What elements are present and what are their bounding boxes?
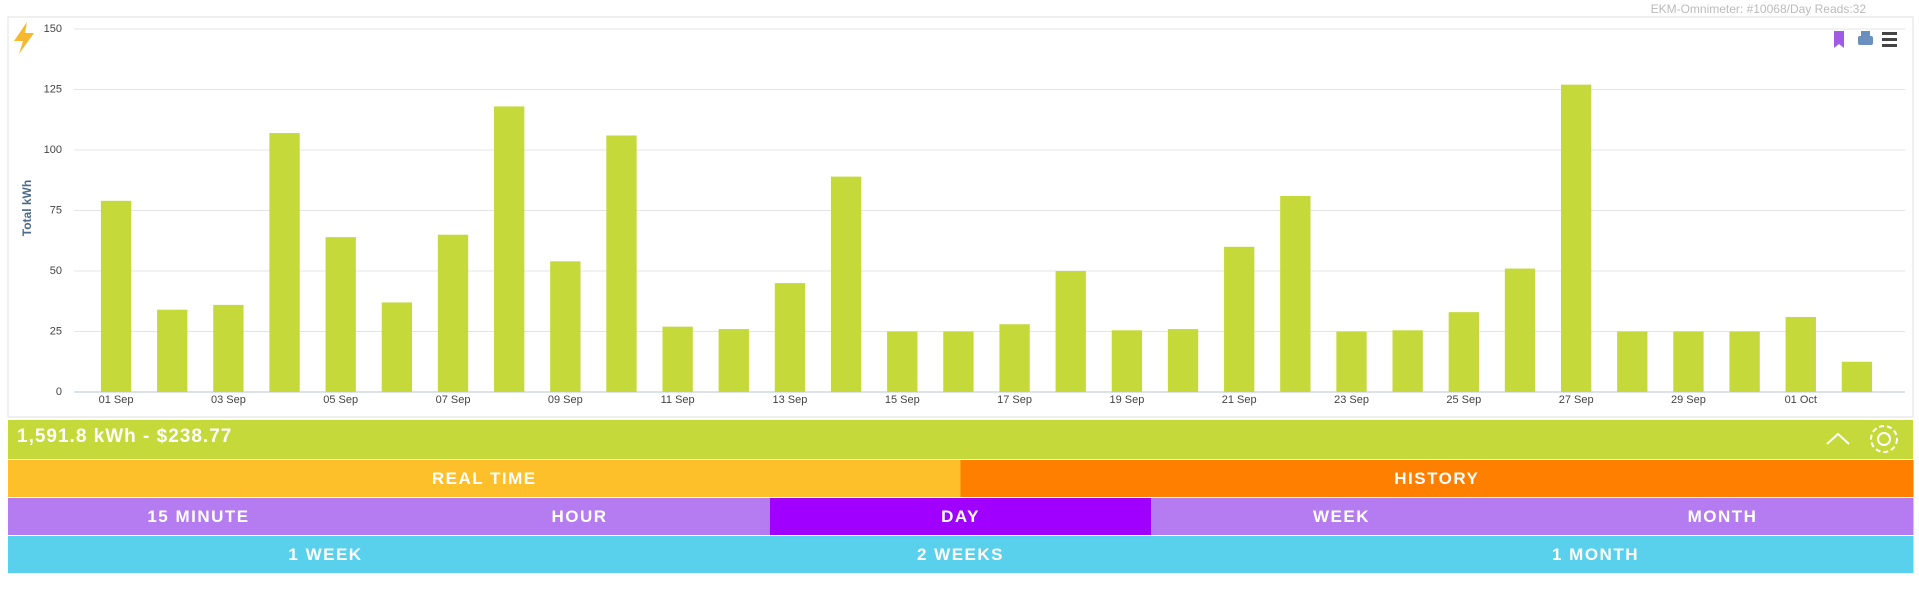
x-tick-label: 07 Sep [436,394,471,406]
x-tick-label: 13 Sep [773,394,808,406]
bar [437,234,469,392]
x-tick-label: 29 Sep [1671,394,1706,406]
tab-button[interactable] [960,460,1914,497]
tab-label[interactable]: REAL TIME [432,469,537,488]
tab-button[interactable] [1278,536,1914,573]
x-tick-label: 05 Sep [323,394,358,406]
x-tick-label: 19 Sep [1109,394,1144,406]
tab-button[interactable] [8,460,961,497]
bar [1841,361,1873,392]
bar [1224,246,1255,392]
tab-button[interactable] [770,498,1152,535]
meter-info: EKM-Omnimeter: #10068/Day Reads:32 [1651,2,1867,16]
summary-bar [8,420,1913,459]
tab-button[interactable] [643,536,1279,573]
bar [1617,331,1648,392]
y-tick-label: 0 [56,386,62,398]
x-tick-label: 09 Sep [548,394,583,406]
x-tick-label: 23 Sep [1334,394,1369,406]
bar [325,237,356,392]
y-tick-label: 25 [50,325,62,337]
bar [381,302,413,392]
bar [213,304,244,392]
tab-label[interactable]: WEEK [1313,507,1370,526]
tab-button[interactable] [1532,498,1914,535]
x-tick-label: 15 Sep [885,394,920,406]
bar [887,331,918,392]
bar [1448,312,1479,392]
y-tick-label: 150 [44,23,62,35]
print-icon[interactable] [1858,31,1873,45]
collapse-icon[interactable] [1826,432,1850,445]
bar [1280,195,1311,392]
x-tick-label: 27 Sep [1559,394,1594,406]
bar [718,329,749,392]
bar [1055,271,1086,392]
bar [662,326,693,392]
y-tick-label: 50 [50,265,62,277]
bar [999,324,1030,392]
y-axis-title: Total kWh [20,180,34,236]
tab-label[interactable]: HOUR [551,507,607,526]
bar [100,200,132,392]
bar [1560,84,1592,392]
bookmark-icon[interactable] [1834,31,1844,48]
bar [1504,268,1536,392]
bar [774,283,806,392]
tab-label[interactable]: 2 WEEKS [917,545,1004,564]
bar [1673,331,1704,392]
bar [1729,331,1760,392]
logo-bolt [14,22,34,54]
bar [1111,330,1143,392]
menu-icon[interactable] [1882,32,1897,47]
bar [1392,330,1423,392]
x-tick-label: 03 Sep [211,394,246,406]
tab-label[interactable]: DAY [941,507,980,526]
x-tick-label: 25 Sep [1446,394,1481,406]
bar [830,176,862,392]
settings-icon[interactable] [1870,425,1898,453]
x-tick-label: 01 Oct [1785,394,1817,406]
chart-frame [7,16,1914,418]
x-tick-label: 01 Sep [99,394,134,406]
tab-button[interactable] [1151,498,1533,535]
tab-button[interactable] [8,536,644,573]
tab-button[interactable] [8,498,390,535]
y-tick-label: 100 [44,144,62,156]
bar [494,106,525,392]
x-tick-label: 17 Sep [997,394,1032,406]
tab-button[interactable] [389,498,771,535]
tab-label[interactable]: 1 WEEK [288,545,362,564]
tab-label[interactable]: MONTH [1688,507,1758,526]
tab-label[interactable]: HISTORY [1394,469,1479,488]
bar [1336,331,1367,392]
summary-text: 1,591.8 kWh - $238.77 [17,426,232,447]
y-tick-label: 125 [44,83,62,95]
x-tick-label: 21 Sep [1222,394,1257,406]
y-tick-label: 75 [50,204,62,216]
tab-label[interactable]: 1 MONTH [1552,545,1639,564]
bar [550,261,581,392]
bar [1167,329,1199,392]
x-tick-label: 11 Sep [661,394,695,406]
bar [1785,316,1816,392]
bar [157,309,188,392]
bar [269,133,300,392]
bar [606,135,637,393]
bar [943,331,974,392]
tab-label[interactable]: 15 MINUTE [147,507,249,526]
